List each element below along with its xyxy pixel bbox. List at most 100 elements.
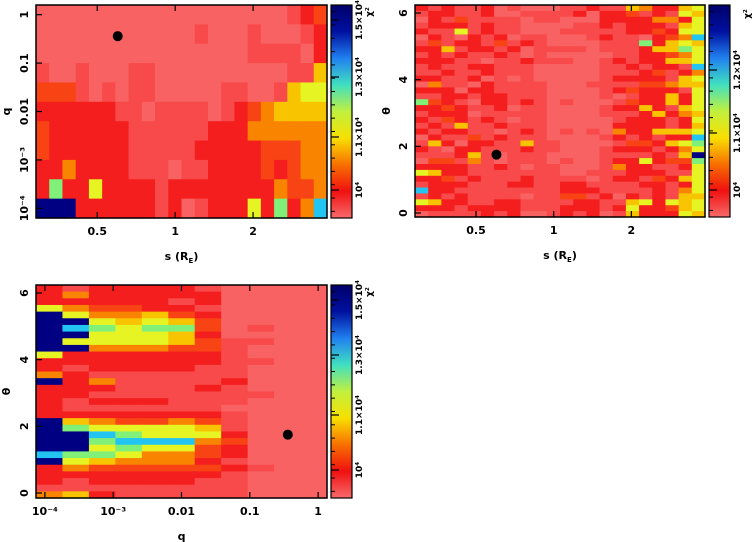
heatmap-cell (194, 391, 222, 399)
heatmap-cell (454, 116, 469, 124)
heatmap-cell (625, 40, 640, 47)
best-fit-marker (282, 429, 293, 440)
heatmap-cell (467, 75, 482, 83)
heatmap-cell (247, 311, 275, 319)
heatmap-cell (194, 63, 209, 84)
heatmap-cell (467, 122, 482, 130)
heatmap-cell (586, 205, 601, 212)
heatmap-cell (612, 28, 627, 36)
heatmap-cell (415, 140, 429, 147)
heatmap-cell (62, 484, 90, 492)
heatmap-cell (612, 58, 627, 65)
heatmap-cell (221, 179, 236, 200)
heatmap-cell (639, 75, 653, 83)
heatmap-cell (428, 10, 442, 18)
heatmap-cell (274, 364, 302, 373)
heatmap-cell (494, 199, 508, 206)
heatmap-cell (221, 444, 249, 453)
heatmap-cell (625, 140, 640, 147)
heatmap-cell (560, 93, 574, 100)
colorbar (330, 4, 353, 219)
heatmap-cell (454, 40, 469, 47)
heatmap-cell (573, 164, 587, 171)
heatmap-cell (441, 205, 456, 212)
heatmap-cell (586, 199, 601, 206)
y-tick-label: 10⁻⁴ (18, 195, 31, 221)
heatmap-cell (415, 116, 429, 124)
heatmap-cell (300, 404, 328, 413)
heatmap-cell (194, 464, 222, 472)
heatmap-cell (599, 181, 614, 189)
heatmap-cell (141, 418, 169, 426)
heatmap-cell (546, 58, 561, 65)
heatmap-cell (415, 22, 429, 30)
heatmap-cell (678, 199, 693, 206)
heatmap-cell (415, 16, 429, 24)
x-axis-label: s (RE) (543, 249, 577, 264)
heatmap-cell (546, 199, 561, 206)
heatmap-cell (300, 384, 328, 393)
heatmap-cell (428, 52, 442, 59)
heatmap-cell (625, 5, 640, 12)
heatmap-cell (141, 484, 169, 492)
heatmap-cell (36, 82, 50, 103)
heatmap-cell (415, 105, 429, 112)
heatmap-cell (141, 298, 169, 306)
x-tick-label: 1 (550, 224, 558, 237)
heatmap-cell (533, 152, 548, 159)
heatmap-cell (168, 398, 196, 406)
heatmap-cell (480, 87, 495, 94)
heatmap-cell (612, 122, 627, 130)
heatmap-cell (494, 187, 508, 195)
heatmap-cell (247, 298, 275, 306)
heatmap-cell (221, 285, 249, 293)
colorbar-tick-label: 1.1×10⁴ (355, 117, 365, 157)
heatmap-cell (274, 198, 288, 219)
heatmap-cell (313, 43, 328, 64)
heatmap-cell (62, 63, 77, 84)
heatmap-cell (625, 122, 640, 130)
heatmap-cell (168, 63, 183, 84)
heatmap-cell (141, 291, 169, 299)
heatmap-cell (287, 82, 302, 103)
heatmap-cell (428, 181, 442, 189)
heatmap-cell (300, 364, 328, 373)
heatmap-cell (260, 140, 275, 161)
heatmap-cell (274, 5, 288, 25)
heatmap-cell (168, 101, 183, 122)
heatmap-cell (480, 122, 495, 130)
heatmap-cell (533, 111, 548, 118)
heatmap-cell (612, 205, 627, 212)
heatmap-cell (586, 146, 601, 153)
heatmap-cell (533, 187, 548, 195)
best-fit-marker (112, 31, 123, 42)
heatmap-cell (300, 159, 315, 180)
heatmap-cell (428, 211, 442, 218)
heatmap-cell (599, 187, 614, 195)
heatmap-cell (441, 128, 456, 136)
heatmap-cell (36, 63, 50, 84)
heatmap-cell (678, 81, 693, 89)
heatmap-cell (665, 152, 680, 159)
heatmap-cell (665, 169, 680, 177)
heatmap-cell (612, 22, 627, 30)
heatmap-cell (652, 75, 667, 83)
heatmap-cell (88, 491, 116, 499)
heatmap-cell (599, 134, 614, 142)
heatmap-cell (533, 128, 548, 136)
heatmap-cell (102, 121, 116, 142)
colorbar-tick-label: 1.2×10⁴ (733, 50, 743, 90)
heatmap-cell (454, 158, 469, 165)
heatmap-cell (88, 411, 116, 419)
heatmap-cell (480, 193, 495, 200)
heatmap-cell (599, 175, 614, 183)
heatmap-cell (480, 205, 495, 212)
y-axis-label: θ (0, 387, 13, 395)
heatmap-cell (599, 69, 614, 77)
heatmap-cell (652, 169, 667, 177)
heatmap-cell (467, 158, 482, 165)
heatmap-cell (168, 82, 183, 103)
heatmap-cell (573, 81, 587, 89)
heatmap-cell (36, 391, 64, 399)
heatmap-cell (507, 134, 522, 142)
